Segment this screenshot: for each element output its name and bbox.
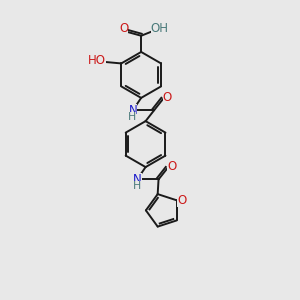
Text: N: N xyxy=(128,104,137,117)
Text: O: O xyxy=(177,194,187,207)
Text: OH: OH xyxy=(151,22,169,34)
Text: H: H xyxy=(128,112,136,122)
Text: O: O xyxy=(119,22,128,34)
Text: H: H xyxy=(133,181,141,191)
Text: HO: HO xyxy=(88,54,106,67)
Text: N: N xyxy=(133,173,142,186)
Text: O: O xyxy=(163,91,172,104)
Text: O: O xyxy=(167,160,176,173)
